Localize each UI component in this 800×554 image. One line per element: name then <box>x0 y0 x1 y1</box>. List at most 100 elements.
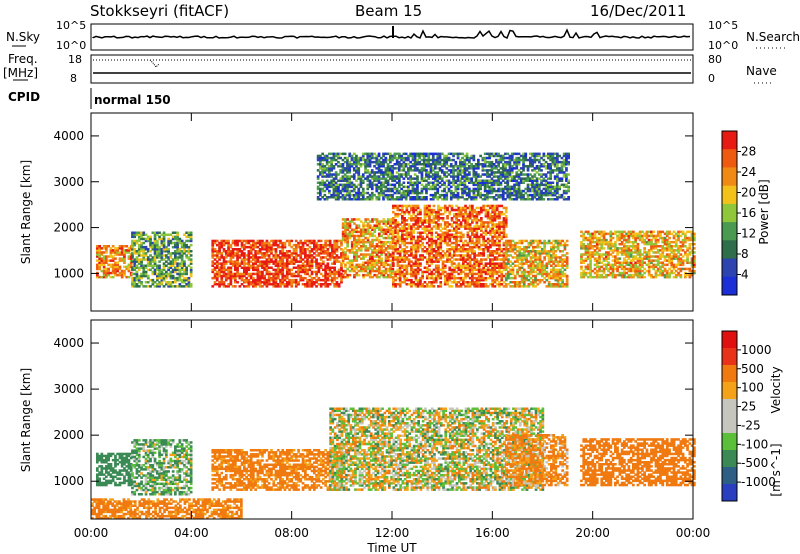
heatmap-cell <box>100 269 104 273</box>
heatmap-cell <box>593 271 597 275</box>
heatmap-cell <box>366 263 370 267</box>
heatmap-cell <box>516 270 519 274</box>
heatmap-cell <box>389 220 392 223</box>
heatmap-cell <box>344 222 347 225</box>
heatmap-cell <box>500 231 504 234</box>
heatmap-cell <box>131 283 134 286</box>
heatmap-cell <box>623 234 626 238</box>
heatmap-cell <box>156 272 159 276</box>
heatmap-cell <box>394 235 397 239</box>
heatmap-cell <box>105 249 108 252</box>
heatmap-cell <box>419 254 422 257</box>
heatmap-cell <box>387 251 390 254</box>
heatmap-cell <box>580 234 583 238</box>
heatmap-cell <box>498 229 501 232</box>
heatmap-cell <box>443 233 447 236</box>
heatmap-cell <box>394 241 397 245</box>
heatmap-cell <box>229 283 233 286</box>
heatmap-cell <box>647 230 651 234</box>
heatmap-cell <box>355 165 358 168</box>
heatmap-cell <box>272 254 276 257</box>
heatmap-cell <box>396 215 400 218</box>
heatmap-cell <box>462 212 465 216</box>
heatmap-cell <box>263 256 266 259</box>
heatmap-cell <box>670 261 674 264</box>
heatmap-cell <box>116 249 119 252</box>
heatmap-cell <box>153 243 157 247</box>
heatmap-cell <box>187 281 191 284</box>
heatmap-cell <box>337 260 341 263</box>
heatmap-cell <box>500 248 504 251</box>
heatmap-cell <box>636 253 640 256</box>
heatmap-cell <box>218 258 221 261</box>
heatmap-cell <box>331 266 334 269</box>
heatmap-cell <box>158 264 161 267</box>
heatmap-cell <box>518 281 522 284</box>
heatmap-cell <box>502 264 506 267</box>
heatmap-cell <box>378 271 381 275</box>
heatmap-cell <box>616 269 619 273</box>
heatmap-cell <box>332 185 336 189</box>
heatmap-cell <box>107 263 110 267</box>
heatmap-cell <box>362 267 365 271</box>
heatmap-cell <box>473 219 476 222</box>
heatmap-cell <box>522 258 526 261</box>
heatmap-cell <box>430 276 434 280</box>
heatmap-cell <box>218 250 221 253</box>
heatmap-cell <box>480 274 483 278</box>
heatmap-cell <box>484 283 488 286</box>
heatmap-cell <box>455 212 458 216</box>
heatmap-cell <box>529 281 533 284</box>
heatmap-cell <box>387 234 390 238</box>
heatmap-cell <box>98 263 101 267</box>
heatmap-cell <box>120 245 124 248</box>
heatmap-cell <box>595 275 599 279</box>
heatmap-cell <box>625 263 628 267</box>
heatmap-cell <box>348 230 352 234</box>
heatmap-cell <box>559 264 562 267</box>
heatmap-cell <box>593 230 597 234</box>
heatmap-cell <box>605 253 608 256</box>
heatmap-cell <box>167 256 170 259</box>
heatmap-cell <box>491 243 494 247</box>
heatmap-cell <box>102 263 106 267</box>
heatmap-cell <box>317 266 321 269</box>
heatmap-cell <box>484 210 488 214</box>
heatmap-cell <box>502 243 506 247</box>
heatmap-cell <box>131 235 134 239</box>
heatmap-cell <box>407 260 411 263</box>
heatmap-cell <box>135 233 139 236</box>
heatmap-cell <box>543 272 546 276</box>
heatmap-cell <box>543 258 546 261</box>
heatmap-cell <box>473 210 476 214</box>
heatmap-cell <box>254 243 257 247</box>
heatmap-cell <box>638 253 642 256</box>
heatmap-cell <box>215 272 219 276</box>
heatmap-cell <box>100 275 104 279</box>
heatmap-cell <box>425 229 429 232</box>
heatmap-cell <box>137 278 141 282</box>
heatmap-cell <box>518 252 522 255</box>
heatmap-cell <box>105 273 108 277</box>
heatmap-cell <box>366 226 370 229</box>
heatmap-cell <box>187 235 191 239</box>
heatmap-cell <box>366 230 370 234</box>
heatmap-cell <box>234 268 237 272</box>
heatmap-cell <box>256 245 260 249</box>
heatmap-cell <box>495 270 499 274</box>
heatmap-cell <box>123 269 126 273</box>
heatmap-cell <box>185 285 188 288</box>
heatmap-cell <box>525 245 528 249</box>
heatmap-cell <box>151 281 155 284</box>
heatmap-cell <box>118 247 122 250</box>
heatmap-cell <box>589 265 592 269</box>
heatmap-cell <box>120 249 124 252</box>
heatmap-cell <box>335 258 339 261</box>
heatmap-cell <box>183 245 186 249</box>
heatmap-cell <box>267 241 271 245</box>
heatmap-cell <box>256 264 260 267</box>
heatmap-cell <box>258 262 262 265</box>
heatmap-cell <box>532 262 535 265</box>
heatmap-cell <box>491 204 494 208</box>
heatmap-cell <box>127 275 131 279</box>
